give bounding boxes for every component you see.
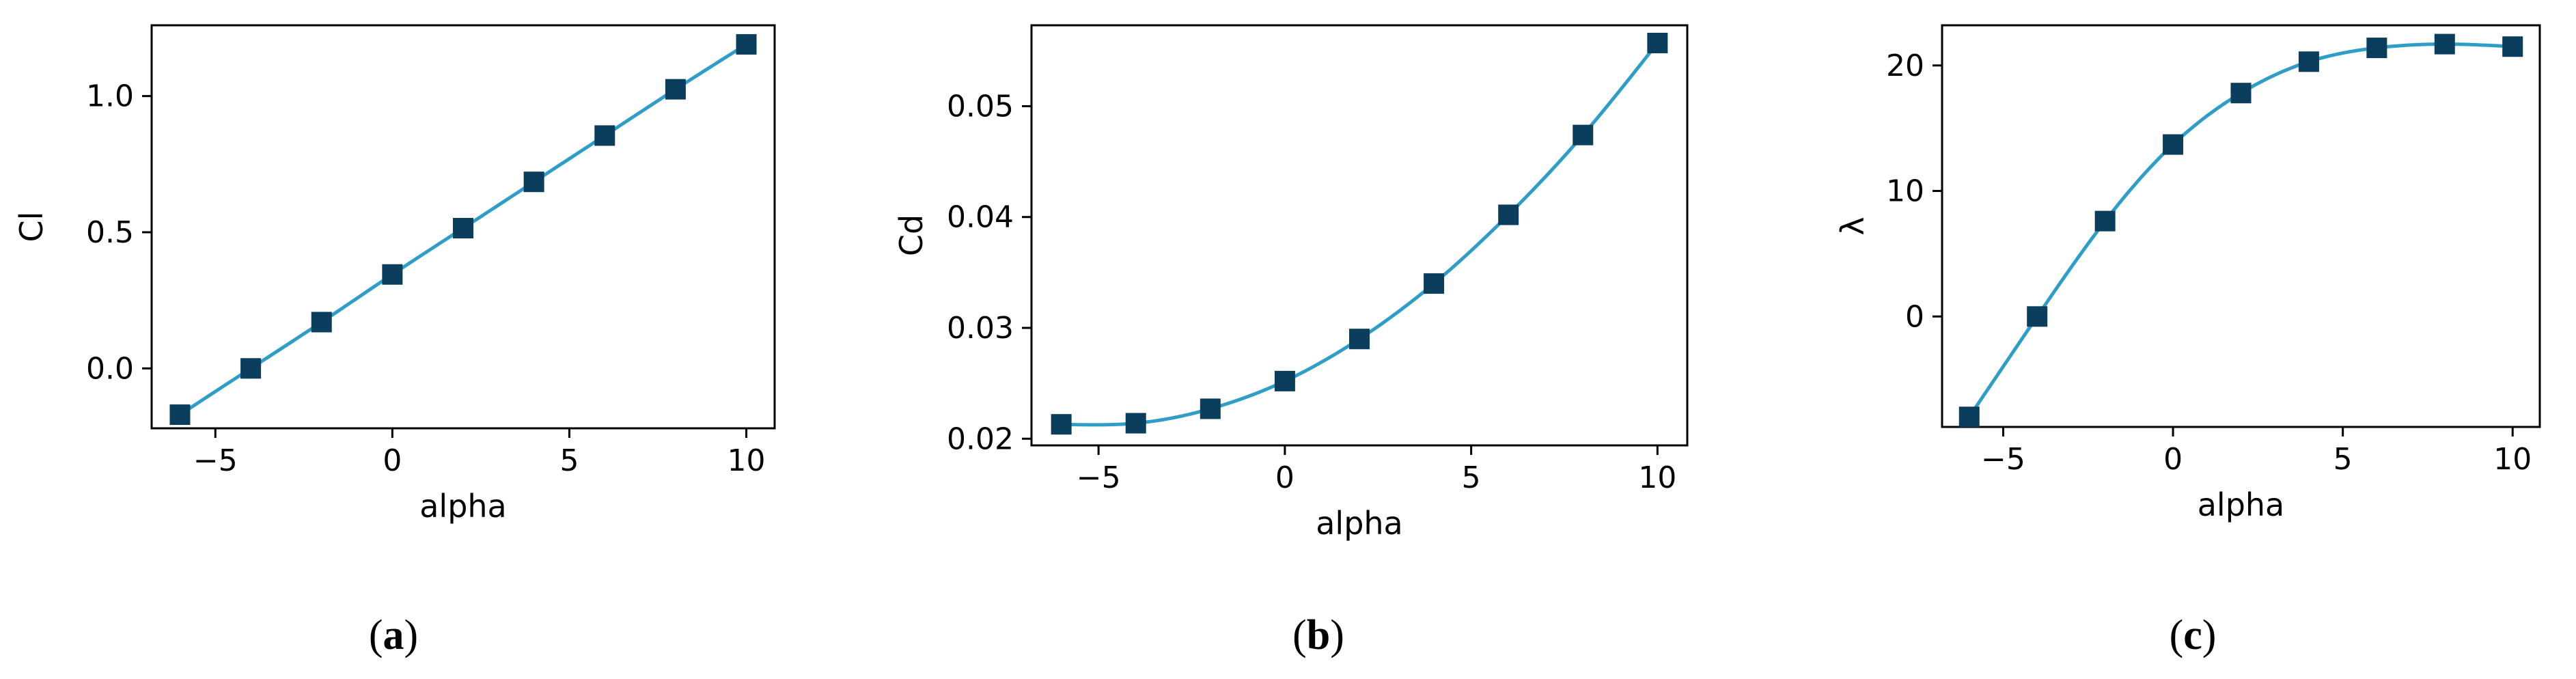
y-tick-label: 1.0 — [86, 79, 134, 114]
data-point-marker — [523, 171, 544, 193]
data-point-marker — [1125, 413, 1146, 434]
panel-caption: (a) — [369, 612, 418, 659]
y-axis-label: λ — [1834, 217, 1871, 235]
chart-panel-a: −5 0 5 10 0.0 0.5 1.0 alpha Cl (a) — [13, 24, 776, 659]
y-tick-label: 0.0 — [86, 351, 134, 386]
x-tick-label: 0 — [383, 443, 402, 478]
x-tick-label: 0 — [1275, 460, 1294, 495]
plot-frame — [1941, 24, 2541, 428]
data-point-marker — [2230, 83, 2252, 104]
x-tick-label: −5 — [1077, 460, 1121, 495]
panel-caption: (b) — [1292, 612, 1344, 659]
panel-caption: (c) — [2170, 612, 2217, 659]
y-tick-label: 20 — [1886, 48, 1924, 83]
x-tick-label: 5 — [1462, 460, 1481, 495]
data-point-marker — [1051, 414, 1072, 435]
series-line — [1061, 42, 1659, 427]
y-tick-label: 0.05 — [947, 89, 1014, 124]
data-point-marker — [1200, 398, 1221, 419]
data-point-marker — [169, 404, 191, 426]
y-axis-label: Cl — [13, 212, 50, 242]
data-point-marker — [311, 311, 332, 333]
data-point-marker — [594, 125, 615, 146]
y-tick-label: 0.02 — [947, 421, 1014, 456]
data-point-marker — [453, 217, 473, 238]
y-axis-label: Cd — [893, 214, 930, 256]
data-point-marker — [2434, 33, 2455, 55]
data-point-marker — [1573, 124, 1594, 146]
chart-panel-c: −5 0 5 10 0 10 20 alpha λ (c) — [1834, 24, 2541, 659]
y-tick-label: 0.03 — [947, 311, 1014, 346]
x-axis-label: alpha — [1316, 505, 1403, 542]
data-point-marker — [240, 358, 262, 379]
data-point-marker — [1498, 204, 1519, 225]
data-point-marker — [2366, 38, 2387, 59]
data-point-marker — [1349, 329, 1370, 350]
data-point-marker — [1274, 370, 1295, 391]
y-tick-label: 0.04 — [947, 200, 1014, 235]
data-point-marker — [736, 33, 757, 55]
chart-panel-b: −5 0 5 10 0.02 0.03 0.04 0.05 alpha Cd (b) — [893, 24, 1689, 659]
x-tick-label: −5 — [1981, 442, 2025, 477]
y-tick-label: 0 — [1905, 299, 1924, 334]
plot-frame — [150, 24, 776, 430]
x-tick-label: 0 — [2163, 442, 2183, 477]
data-point-marker — [382, 264, 403, 285]
data-point-marker — [1424, 273, 1445, 294]
data-point-marker — [1958, 406, 1980, 428]
x-tick-label: 10 — [2493, 442, 2532, 477]
data-point-marker — [2027, 306, 2048, 327]
data-point-marker — [1647, 32, 1668, 53]
data-point-marker — [2094, 210, 2116, 232]
data-point-marker — [2502, 36, 2523, 57]
x-tick-label: 5 — [559, 443, 579, 478]
plot-frame — [1030, 24, 1689, 447]
x-axis-label: alpha — [419, 488, 507, 525]
data-point-marker — [2298, 51, 2319, 72]
x-tick-label: −5 — [193, 443, 238, 478]
y-tick-label: 10 — [1886, 174, 1924, 209]
x-tick-label: 10 — [1638, 460, 1676, 495]
x-tick-label: 10 — [728, 443, 766, 478]
data-point-marker — [2163, 134, 2184, 155]
x-axis-label: alpha — [2198, 486, 2285, 523]
y-tick-label: 0.5 — [86, 215, 134, 250]
data-point-marker — [665, 79, 686, 100]
x-tick-label: 5 — [2333, 442, 2353, 477]
